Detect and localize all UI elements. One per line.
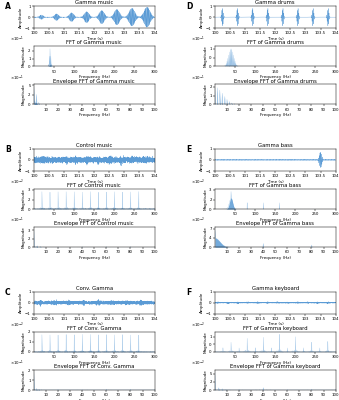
Text: ×10$^{-1}$: ×10$^{-1}$ <box>10 73 24 82</box>
Text: ×10$^{-1}$: ×10$^{-1}$ <box>191 35 205 44</box>
Title: Control music: Control music <box>76 143 113 148</box>
X-axis label: Frequency (Hz): Frequency (Hz) <box>79 398 110 400</box>
Y-axis label: Amplitude: Amplitude <box>200 292 204 313</box>
X-axis label: Frequency (Hz): Frequency (Hz) <box>79 75 110 79</box>
X-axis label: Time (s): Time (s) <box>267 322 284 326</box>
X-axis label: Time (s): Time (s) <box>267 37 284 41</box>
Y-axis label: Magnitude: Magnitude <box>203 188 207 210</box>
X-axis label: Time (s): Time (s) <box>86 322 103 326</box>
Text: ×10$^{-2}$: ×10$^{-2}$ <box>10 178 24 187</box>
Text: ×10$^{-2}$: ×10$^{-2}$ <box>191 178 205 187</box>
Title: Envelope FFT of Gamma music: Envelope FFT of Gamma music <box>54 78 135 84</box>
Y-axis label: Amplitude: Amplitude <box>200 149 204 170</box>
Text: E: E <box>186 145 191 154</box>
Text: ×10$^{-2}$: ×10$^{-2}$ <box>191 321 205 330</box>
Y-axis label: Amplitude: Amplitude <box>19 6 23 28</box>
Y-axis label: Magnitude: Magnitude <box>203 84 207 105</box>
Title: Gamma keyboard: Gamma keyboard <box>252 286 299 291</box>
X-axis label: Frequency (Hz): Frequency (Hz) <box>260 113 291 117</box>
X-axis label: Frequency (Hz): Frequency (Hz) <box>79 256 110 260</box>
Title: Envelope FFT of Gamma bass: Envelope FFT of Gamma bass <box>236 221 314 226</box>
Y-axis label: Magnitude: Magnitude <box>203 226 207 248</box>
Y-axis label: Magnitude: Magnitude <box>22 226 26 248</box>
X-axis label: Frequency (Hz): Frequency (Hz) <box>260 398 291 400</box>
Text: A: A <box>5 2 11 11</box>
Text: ×10$^{-1}$: ×10$^{-1}$ <box>10 216 24 225</box>
X-axis label: Frequency (Hz): Frequency (Hz) <box>79 218 110 222</box>
Title: FFT of Conv. Gamma: FFT of Conv. Gamma <box>67 326 121 331</box>
X-axis label: Frequency (Hz): Frequency (Hz) <box>79 113 110 117</box>
Text: ×10$^{-1}$: ×10$^{-1}$ <box>191 73 205 82</box>
X-axis label: Time (s): Time (s) <box>267 180 284 184</box>
Title: FFT of Gamma bass: FFT of Gamma bass <box>249 183 301 188</box>
X-axis label: Frequency (Hz): Frequency (Hz) <box>260 218 291 222</box>
Text: ×10$^{-2}$: ×10$^{-2}$ <box>191 216 205 225</box>
Title: FFT of Gamma drums: FFT of Gamma drums <box>247 40 304 46</box>
Title: FFT of Gamma music: FFT of Gamma music <box>66 40 122 46</box>
Title: Envelope FFT of Gamma keyboard: Envelope FFT of Gamma keyboard <box>230 364 320 369</box>
Title: Gamma bass: Gamma bass <box>258 143 293 148</box>
Title: Envelope FFT of Conv. Gamma: Envelope FFT of Conv. Gamma <box>54 364 135 369</box>
Y-axis label: Magnitude: Magnitude <box>203 45 207 67</box>
Y-axis label: Magnitude: Magnitude <box>203 331 207 353</box>
X-axis label: Frequency (Hz): Frequency (Hz) <box>260 360 291 364</box>
Text: C: C <box>5 288 11 296</box>
X-axis label: Frequency (Hz): Frequency (Hz) <box>260 75 291 79</box>
Y-axis label: Magnitude: Magnitude <box>22 331 26 353</box>
Text: ×10$^{-1}$: ×10$^{-1}$ <box>10 35 24 44</box>
Text: ×10$^{-2}$: ×10$^{-2}$ <box>191 359 205 368</box>
X-axis label: Frequency (Hz): Frequency (Hz) <box>260 256 291 260</box>
Y-axis label: Magnitude: Magnitude <box>22 84 26 105</box>
Title: Envelope FFT of Control music: Envelope FFT of Control music <box>55 221 134 226</box>
Text: ×10$^{-2}$: ×10$^{-2}$ <box>10 321 24 330</box>
Title: Conv. Gamma: Conv. Gamma <box>76 286 113 291</box>
Text: ×10$^{-1}$: ×10$^{-1}$ <box>10 359 24 368</box>
X-axis label: Frequency (Hz): Frequency (Hz) <box>79 360 110 364</box>
Y-axis label: Amplitude: Amplitude <box>200 6 204 28</box>
X-axis label: Time (s): Time (s) <box>86 37 103 41</box>
Y-axis label: Amplitude: Amplitude <box>19 149 23 170</box>
Y-axis label: Magnitude: Magnitude <box>22 45 26 67</box>
Title: Gamma music: Gamma music <box>75 0 114 5</box>
Title: Gamma drums: Gamma drums <box>256 0 295 5</box>
Title: Envelope FFT of Gamma drums: Envelope FFT of Gamma drums <box>234 78 317 84</box>
Y-axis label: Amplitude: Amplitude <box>19 292 23 313</box>
Text: D: D <box>186 2 192 11</box>
X-axis label: Time (s): Time (s) <box>86 180 103 184</box>
Y-axis label: Magnitude: Magnitude <box>22 369 26 391</box>
Y-axis label: Magnitude: Magnitude <box>203 369 207 391</box>
Title: FFT of Control music: FFT of Control music <box>67 183 121 188</box>
Title: FFT of Gamma keyboard: FFT of Gamma keyboard <box>243 326 307 331</box>
Y-axis label: Magnitude: Magnitude <box>22 188 26 210</box>
Text: F: F <box>186 288 191 296</box>
Text: B: B <box>5 145 11 154</box>
